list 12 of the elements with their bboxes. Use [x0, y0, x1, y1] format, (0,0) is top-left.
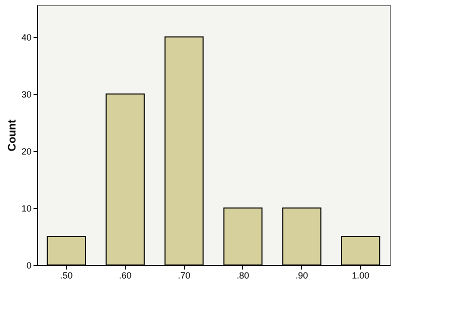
x-tick-label: .90 — [295, 270, 308, 280]
y-tick-label: 40 — [21, 32, 32, 42]
y-tick-label: 10 — [21, 203, 32, 214]
y-axis-title: Count — [6, 119, 18, 152]
x-tick-label: .50 — [60, 270, 73, 280]
x-tick-label: .80 — [236, 270, 250, 280]
x-tick-label: .60 — [118, 270, 132, 280]
x-tick-label: 1.00 — [352, 270, 370, 280]
y-tick-label: 0 — [26, 260, 32, 270]
x-tick-label: .70 — [178, 270, 190, 280]
y-tick-label: 30 — [21, 89, 32, 100]
y-tick-label: 20 — [21, 146, 32, 156]
